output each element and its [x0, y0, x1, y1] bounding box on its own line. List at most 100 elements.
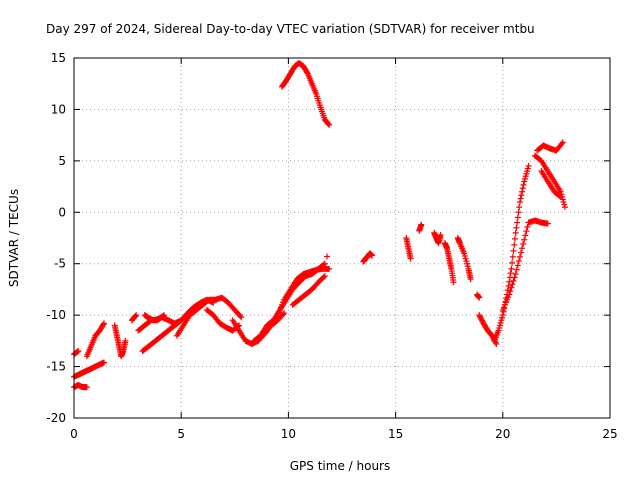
data-point — [122, 337, 129, 344]
data-point — [512, 229, 519, 236]
data-point — [509, 253, 516, 260]
data-point — [101, 359, 108, 366]
data-point — [321, 260, 328, 267]
data-point — [507, 270, 514, 277]
data-point — [510, 277, 517, 284]
data-point — [508, 284, 515, 291]
y-tick-label: -5 — [54, 257, 66, 271]
data-point — [508, 265, 515, 272]
y-tick-label: -10 — [46, 308, 66, 322]
series-arc-23 — [454, 235, 474, 283]
data-point — [558, 140, 565, 147]
series-arc-22 — [441, 240, 457, 286]
y-tick-label: 15 — [51, 51, 66, 65]
data-point — [519, 245, 526, 252]
data-point — [509, 259, 516, 266]
series-arc-1 — [71, 359, 108, 380]
data-point — [515, 209, 522, 216]
data-point — [369, 252, 376, 259]
data-point — [544, 220, 551, 227]
series-arc-2 — [71, 382, 90, 391]
data-point — [556, 193, 563, 199]
series-arc-19 — [403, 235, 414, 262]
data-point — [519, 185, 526, 192]
series-arc-6 — [128, 312, 140, 324]
data-point — [518, 192, 525, 199]
data-point — [514, 219, 521, 226]
plot-frame — [73, 57, 611, 419]
series-arc-25 — [476, 312, 500, 347]
series-arc-16 — [323, 253, 330, 260]
data-point — [517, 195, 524, 202]
series-arc-15 — [289, 273, 328, 308]
y-tick-label: 0 — [58, 205, 66, 219]
series-arc-10 — [173, 294, 245, 339]
data-point — [450, 279, 457, 286]
data-point — [514, 214, 521, 221]
data-point — [281, 310, 288, 317]
data-point — [521, 236, 528, 243]
series-arc-11 — [203, 307, 243, 334]
y-tick-label: 5 — [58, 154, 66, 168]
x-tick-label: 5 — [177, 427, 185, 441]
y-tick-label: -15 — [46, 360, 66, 374]
data-point — [133, 312, 140, 319]
data-point — [237, 313, 244, 319]
data-point — [506, 278, 513, 285]
data-point — [513, 266, 520, 273]
data-point — [511, 235, 518, 242]
data-point — [515, 258, 522, 265]
data-point — [476, 294, 483, 301]
data-point — [557, 193, 564, 200]
series-arc-30 — [538, 168, 564, 200]
series-arc-24 — [474, 291, 483, 301]
x-axis-label: GPS time / hours — [290, 459, 391, 473]
data-point — [100, 321, 107, 328]
y-tick-label: 10 — [51, 102, 66, 116]
data-point — [516, 199, 523, 205]
data-point — [511, 241, 518, 248]
data-point — [511, 274, 518, 281]
data-point — [516, 253, 523, 260]
data-point — [561, 204, 568, 211]
data-point — [519, 188, 526, 195]
series-arc-4 — [83, 320, 108, 360]
series-arc-20 — [416, 221, 425, 234]
axis-ticks: 0 5 10 15 20 25 -20 -15 -10 -5 0 5 10 15 — [46, 51, 617, 441]
data-point — [83, 384, 90, 391]
series-arc-14 — [274, 265, 333, 319]
data-point — [418, 221, 425, 228]
data-point — [513, 224, 520, 231]
data-point — [325, 121, 332, 127]
series-arc-28 — [534, 139, 566, 154]
series-arc-5 — [111, 322, 129, 360]
data-point — [326, 121, 333, 128]
data-point — [323, 253, 330, 260]
series-arc-21 — [431, 229, 444, 247]
data-point — [101, 320, 108, 327]
data-point — [509, 281, 516, 288]
data-point — [512, 271, 519, 277]
data-point — [467, 276, 474, 283]
series-arc-18 — [360, 250, 376, 265]
y-axis-label: SDTVAR / TECUs — [7, 189, 21, 287]
data-point — [75, 348, 82, 355]
series-arc-27 — [499, 217, 551, 313]
data-point — [525, 163, 532, 169]
data-point — [514, 262, 521, 269]
data-point — [238, 314, 245, 321]
data-point — [407, 255, 414, 262]
data-point — [326, 265, 333, 272]
data-points — [71, 60, 568, 391]
data-point — [520, 241, 527, 247]
data-point — [510, 247, 517, 254]
x-tick-label: 10 — [281, 427, 296, 441]
series-arc-3 — [71, 348, 82, 358]
data-point — [493, 340, 500, 347]
data-point — [506, 291, 513, 298]
data-point — [321, 273, 328, 280]
series-arc-17 — [278, 60, 333, 128]
data-point — [437, 231, 444, 238]
data-point — [523, 228, 530, 235]
chart-title: Day 297 of 2024, Sidereal Day-to-day VTE… — [46, 22, 535, 36]
